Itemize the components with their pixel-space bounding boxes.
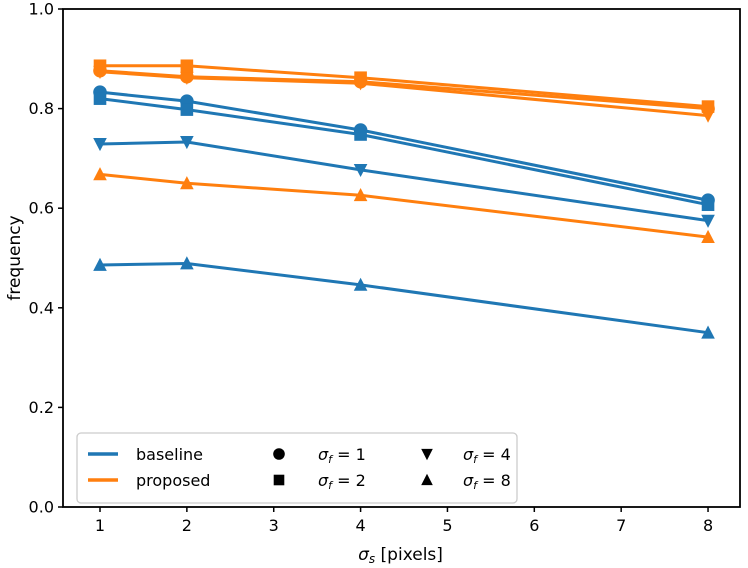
marker-triangle-up-baseline-sf8	[180, 256, 194, 270]
legend-label-sf-2: σf = 2	[318, 471, 366, 492]
legend-label-sf-8: σf = 8	[463, 471, 511, 492]
marker-square-proposed-sf2	[354, 71, 367, 85]
marker-square-baseline-sf2	[180, 103, 194, 116]
plot-area	[93, 59, 715, 339]
marker-square-baseline-sf2	[701, 198, 715, 212]
marker-square-proposed-sf2	[93, 59, 107, 73]
marker-triangle-up-proposed-sf8	[93, 167, 107, 181]
legend-marker-circle	[273, 448, 285, 460]
marker-triangle-up-proposed-sf8	[701, 229, 715, 243]
axes-spines	[62, 8, 741, 508]
legend-marker-triangle-down	[421, 448, 433, 461]
y-tick-label: 0.0	[29, 498, 54, 517]
marker-triangle-down-baseline-sf4	[353, 163, 368, 178]
marker-triangle-up-proposed-sf8	[180, 176, 194, 190]
y-axis-label: frequency	[5, 215, 25, 300]
x-tick-label: 5	[442, 516, 452, 535]
marker-triangle-up-baseline-sf8	[353, 277, 368, 291]
marker-triangle-up-baseline-sf8	[701, 325, 715, 339]
x-axis-label: σs [pixels]	[358, 545, 443, 566]
series-line-baseline-sf1	[99, 90, 709, 202]
x-tick-label: 8	[703, 516, 713, 535]
y-tick-label: 1.0	[29, 0, 54, 19]
x-tick-label: 7	[616, 516, 626, 535]
series-line-baseline-sf4	[99, 140, 709, 223]
marker-triangle-down-baseline-sf4	[701, 214, 715, 228]
legend-box	[76, 432, 518, 504]
legend-marker-square	[273, 474, 285, 486]
series-line-proposed-sf8	[99, 172, 709, 239]
axes: 0.0 0.2 0.4 0.6 0.8 1.0 1 2 3 4 5 6 7 8	[29, 0, 741, 535]
marker-circle-proposed-sf1	[180, 69, 194, 84]
marker-triangle-down-baseline-sf4	[180, 136, 194, 150]
x-tick-label: 6	[529, 516, 539, 535]
x-tick-label: 1	[95, 516, 105, 535]
marker-square-proposed-sf2	[701, 100, 715, 113]
legend-label-proposed: proposed	[136, 471, 210, 490]
marker-triangle-down-baseline-sf4	[93, 138, 107, 152]
x-tick-label: 2	[182, 516, 192, 535]
series-line-baseline-sf8	[99, 261, 709, 335]
y-tick-label: 0.6	[29, 199, 54, 218]
legend-marker-triangle-up	[421, 473, 433, 486]
y-tick-label: 0.8	[29, 99, 54, 118]
marker-triangle-up-proposed-sf8	[353, 188, 368, 202]
marker-square-baseline-sf2	[354, 128, 367, 141]
legend-label-sf-1: σf = 1	[318, 445, 366, 466]
y-tick-label: 0.2	[29, 398, 54, 417]
y-tick-label: 0.4	[29, 298, 54, 317]
series-line-proposed-sf2	[100, 64, 709, 109]
marker-square-proposed-sf2	[180, 59, 194, 73]
marker-square-baseline-sf2	[93, 92, 107, 105]
series-line-proposed-sf1	[99, 69, 709, 111]
legend-label-sf-4: σf = 4	[463, 445, 511, 466]
series-line-baseline-sf2	[99, 97, 709, 207]
legend: baseline proposed σf = 1 σf = 2 σf = 4 σf = 8	[76, 432, 518, 504]
legend-label-baseline: baseline	[136, 445, 203, 464]
x-tick-label: 3	[269, 516, 279, 535]
x-tick-label: 4	[355, 516, 365, 535]
marker-triangle-up-baseline-sf8	[93, 257, 107, 271]
x-axis-label-text: σs [pixels]	[358, 545, 443, 566]
